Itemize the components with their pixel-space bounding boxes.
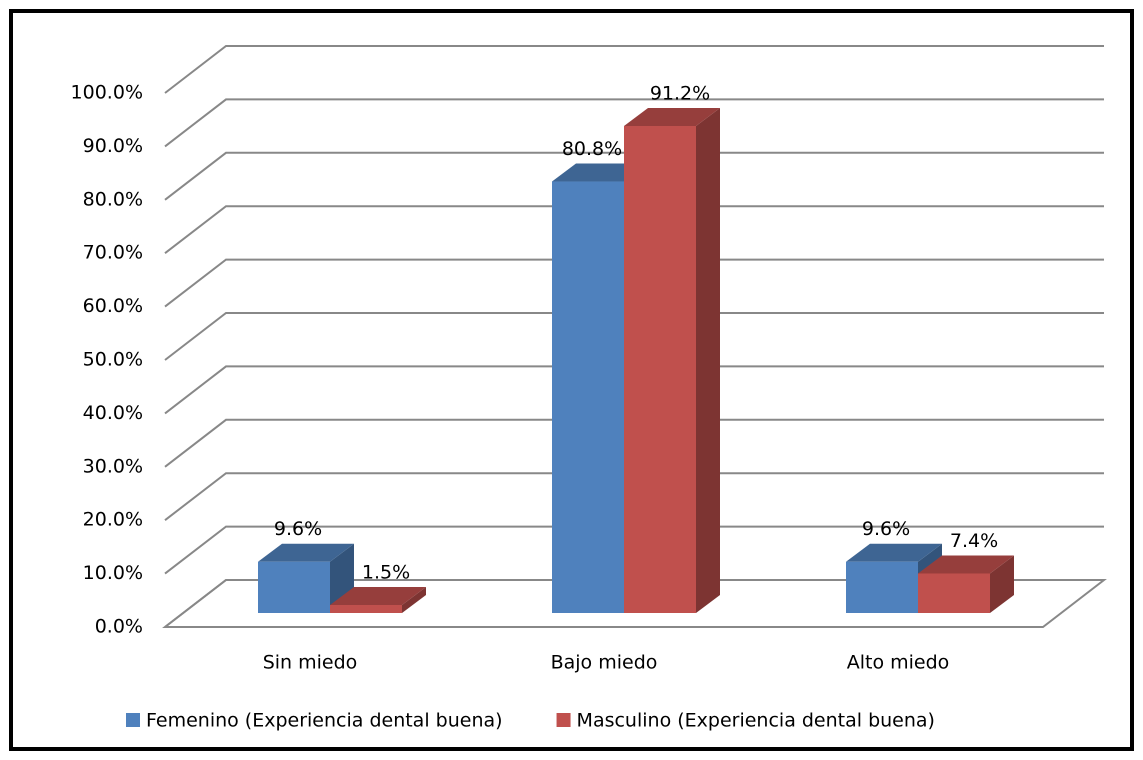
grid-line bbox=[164, 365, 1104, 415]
bar-top bbox=[258, 543, 354, 562]
y-tick-label: 0.0% bbox=[95, 616, 143, 638]
bar-top bbox=[846, 543, 942, 562]
value-label: 80.8% bbox=[562, 138, 622, 160]
value-label: 91.2% bbox=[650, 82, 710, 104]
grid-line bbox=[164, 98, 1104, 148]
grid-line bbox=[164, 418, 1104, 468]
x-tick-label: Bajo miedo bbox=[551, 652, 658, 674]
value-label: 7.4% bbox=[950, 530, 998, 552]
grid-line bbox=[164, 205, 1104, 254]
grid-line bbox=[164, 312, 1104, 361]
bar bbox=[552, 181, 624, 613]
bar bbox=[258, 561, 330, 613]
y-tick-label: 20.0% bbox=[83, 509, 143, 531]
grid-line bbox=[164, 45, 1104, 94]
y-tick-label: 40.0% bbox=[83, 402, 143, 424]
bar bbox=[918, 573, 990, 613]
y-tick-label: 10.0% bbox=[83, 562, 143, 584]
bar bbox=[846, 561, 918, 613]
bar bbox=[330, 604, 402, 613]
legend-swatch bbox=[556, 713, 571, 727]
y-tick-label: 70.0% bbox=[83, 242, 143, 264]
bar-top bbox=[624, 107, 720, 126]
grid-line bbox=[164, 151, 1104, 201]
grid-line bbox=[164, 579, 1104, 628]
bar-side bbox=[990, 555, 1014, 613]
value-label: 9.6% bbox=[274, 518, 322, 540]
legend-swatch bbox=[126, 713, 140, 727]
value-label: 9.6% bbox=[862, 518, 910, 540]
bar-side bbox=[402, 586, 426, 613]
x-tick-label: Sin miedo bbox=[263, 652, 358, 674]
y-tick-label: 30.0% bbox=[83, 455, 143, 477]
y-tick-label: 60.0% bbox=[83, 295, 143, 317]
grid-line bbox=[164, 472, 1104, 521]
y-tick-label: 80.0% bbox=[83, 188, 143, 210]
bar-top bbox=[918, 555, 1014, 574]
y-tick-label: 100.0% bbox=[71, 82, 143, 104]
bar-top bbox=[330, 586, 426, 605]
grid-line bbox=[164, 258, 1104, 308]
bar-side bbox=[696, 107, 720, 613]
bar bbox=[624, 125, 696, 613]
grid-line bbox=[164, 525, 1104, 575]
y-tick-label: 90.0% bbox=[83, 135, 143, 157]
value-label: 1.5% bbox=[362, 561, 410, 583]
y-tick-label: 50.0% bbox=[83, 349, 143, 371]
legend-label: Masculino (Experiencia dental buena) bbox=[577, 710, 935, 732]
x-tick-label: Alto miedo bbox=[847, 652, 950, 674]
legend-label: Femenino (Experiencia dental buena) bbox=[146, 710, 503, 732]
